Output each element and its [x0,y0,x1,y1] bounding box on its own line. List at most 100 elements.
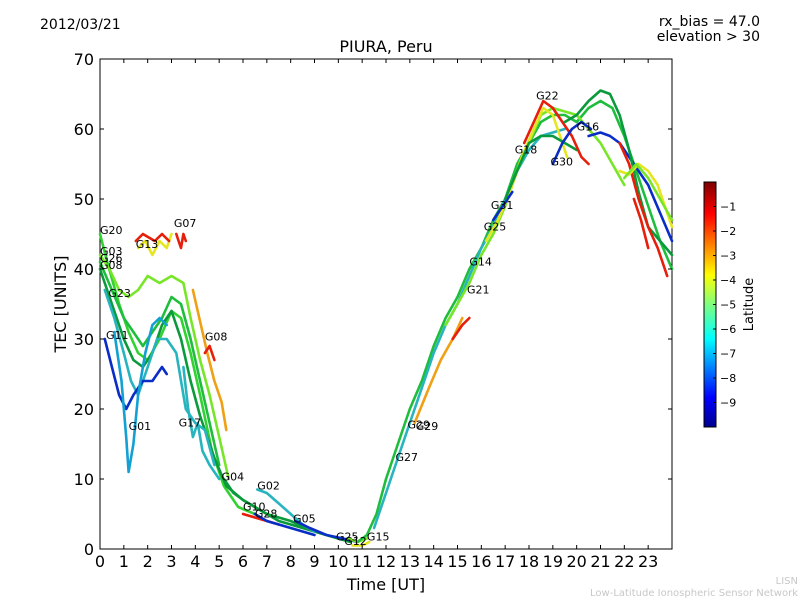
satellite-label: G28 [255,508,278,521]
satellite-label: G27 [396,451,419,464]
colorbar-tick-label: −1 [720,201,736,214]
series-line-g18 [503,134,578,201]
y-tick-label: 30 [74,330,94,349]
satellite-label: G17 [179,417,202,430]
x-tick-label: 5 [214,552,224,571]
satellite-label: G21 [467,284,490,297]
x-tick-label: 1 [119,552,129,571]
x-tick-label: 2 [143,552,153,571]
series-line-g01 [113,316,168,474]
x-tick-label: 14 [423,552,443,571]
satellite-label: G25 [336,531,359,544]
x-tick-label: 17 [495,552,515,571]
series-line-g09 [623,162,674,222]
series-line-g22 [522,99,590,166]
series-line-g32 [632,197,650,250]
satellite-label: G14 [469,256,492,269]
x-tick-label: 11 [352,552,372,571]
colorbar-tick-label: −4 [720,274,736,287]
series-line-g07 [175,232,188,250]
series-line-g30 [551,120,593,166]
x-tick-label: 10 [328,552,348,571]
x-tick-label: 15 [447,552,467,571]
y-tick-label: 0 [84,540,94,559]
satellite-label: G15 [367,531,390,544]
satellite-label: G22 [536,90,559,103]
y-tick-label: 50 [74,190,94,209]
x-tick-label: 8 [286,552,296,571]
colorbar-tick-label: −7 [720,348,736,361]
satellite-label: G16 [577,120,600,133]
y-tick-label: 20 [74,400,94,419]
series-line-g08b [191,288,228,432]
x-tick-label: 22 [614,552,634,571]
satellite-label: G20 [100,224,123,237]
satellite-label: G08 [100,259,123,272]
satellite-label: G07 [174,217,197,230]
satellite-label: G29 [416,420,439,433]
y-tick-label: 40 [74,260,94,279]
series-line-g11 [103,337,168,411]
chart-title: PIURA, Peru [339,37,432,56]
satellite-label: G02 [257,480,280,493]
x-tick-label: 6 [238,552,248,571]
x-tick-label: 13 [400,552,420,571]
satellite-label: G01 [129,420,152,433]
series-line-g03 [98,253,230,481]
series-line-g24 [563,89,674,257]
satellite-label: G10 [243,501,266,514]
series-line-g16 [587,131,674,243]
satellite-label: G29 [407,419,430,432]
y-tick-label: 70 [74,50,94,69]
series-line-g15a [182,365,221,481]
satellite-label: G26 [100,252,123,265]
satellite-label: G31 [491,199,514,212]
y-tick-label: 10 [74,470,94,489]
colorbar-tick-label: −3 [720,250,736,263]
satellite-label: G05 [293,512,316,525]
x-tick-label: 23 [638,552,658,571]
colorbar-tick-label: −6 [720,323,736,336]
colorbar-label: Latitude [742,278,757,332]
x-tick-label: 16 [471,552,491,571]
series-line-g25b [484,106,569,243]
series-line-g08c [203,344,216,362]
date-label: 2012/03/21 [40,17,121,33]
series-line-g13-red [134,232,171,243]
satellite-label: G25 [484,221,507,234]
y-axis-label: TEC [UNITS] [51,256,70,354]
satellite-label: G12 [344,535,367,548]
series-line-g21 [451,316,471,341]
series-line-g29 [413,316,464,425]
y-tick-label: 60 [74,120,94,139]
x-axis-label: Time [UT] [346,575,425,594]
satellite-label: G23 [108,287,131,300]
footer-lisn: LISN [775,576,798,587]
satellite-label: G04 [222,470,245,483]
satellite-label: G11 [106,329,129,342]
colorbar-tick-label: −9 [720,397,736,410]
elevation-label: elevation > 30 [656,29,760,45]
x-tick-label: 0 [95,552,105,571]
series-line-g28 [253,512,316,537]
satellite-label: G08 [205,330,228,343]
colorbar-tick-label: −2 [720,225,736,238]
x-tick-label: 12 [376,552,396,571]
footer-network: Low-Latitude Ionospheric Sensor Network [590,588,798,599]
series-line-g31 [492,190,514,222]
colorbar-tick-label: −5 [720,299,736,312]
series-line-g13 [136,232,173,257]
satellite-label: G18 [515,144,538,157]
x-tick-label: 9 [309,552,319,571]
x-tick-label: 20 [566,552,586,571]
x-tick-label: 7 [262,552,272,571]
x-tick-label: 3 [166,552,176,571]
x-tick-label: 19 [543,552,563,571]
series-line-g23 [103,288,216,467]
colorbar-tick-label: −8 [720,372,736,385]
satellite-label: G13 [136,238,159,251]
x-tick-label: 21 [590,552,610,571]
series-line-g26 [98,260,221,467]
satellite-label: G03 [100,245,123,258]
